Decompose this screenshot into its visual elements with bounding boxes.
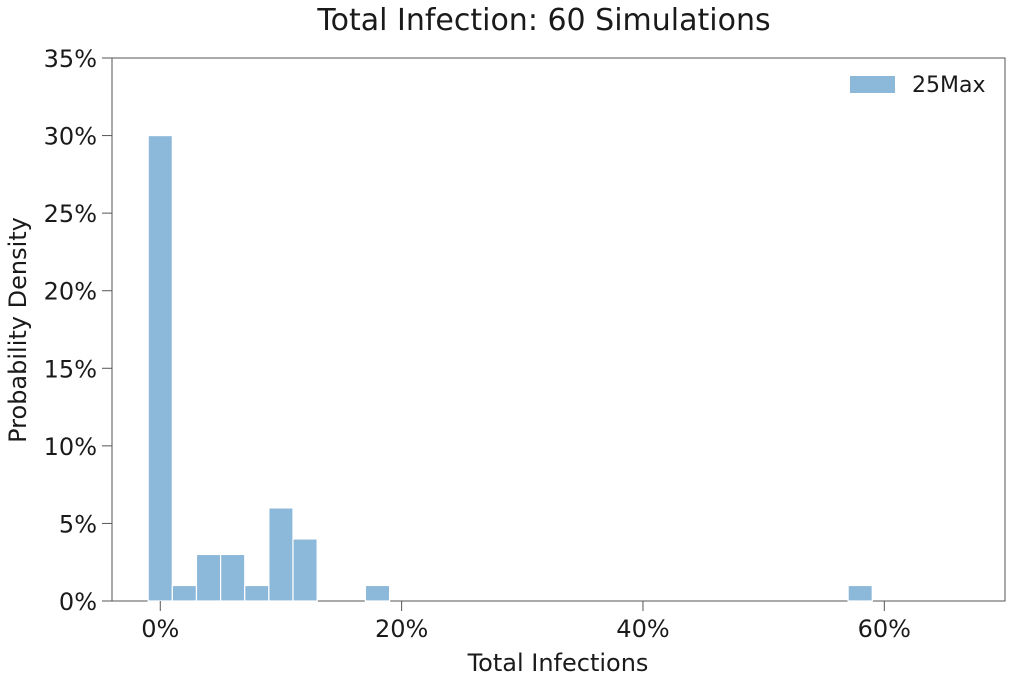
x-axis-ticks: 0% 20% 40% 60%	[141, 601, 911, 643]
x-tick-label-0: 0%	[141, 615, 179, 643]
y-tick-label-4: 20%	[44, 278, 97, 306]
bars-group	[147, 134, 873, 602]
histogram-bar-4	[244, 584, 270, 602]
y-tick-label-3: 15%	[44, 355, 97, 383]
legend: 25Max	[850, 73, 985, 98]
y-axis-label: Probability Density	[4, 217, 32, 443]
histogram-bar-1	[171, 584, 198, 602]
y-tick-label-6: 30%	[44, 123, 97, 151]
x-tick-label-2: 40%	[616, 615, 669, 643]
y-tick-label-5: 25%	[44, 200, 97, 228]
legend-swatch-25max	[850, 76, 895, 93]
x-tick-label-1: 20%	[375, 615, 428, 643]
x-axis-label: Total Infections	[467, 649, 649, 677]
histogram-bar-2	[195, 553, 222, 602]
y-tick-label-7: 35%	[44, 45, 97, 73]
histogram-bar-7	[364, 584, 391, 602]
y-axis-ticks: 0% 5% 10% 15% 20% 25% 30% 35%	[44, 45, 112, 616]
histogram-bar-6	[292, 538, 318, 602]
x-tick-label-3: 60%	[858, 615, 911, 643]
histogram-bar-0	[147, 134, 173, 602]
legend-label-25max: 25Max	[912, 73, 985, 98]
histogram-bar-5	[268, 507, 294, 602]
y-tick-label-1: 5%	[59, 510, 97, 538]
plot-area	[111, 57, 1006, 602]
y-tick-label-2: 10%	[44, 433, 97, 461]
histogram-bar-3	[220, 553, 246, 602]
histogram-bar-8	[847, 584, 873, 602]
y-tick-label-0: 0%	[59, 588, 97, 616]
chart-title: Total Infection: 60 Simulations	[316, 3, 770, 38]
